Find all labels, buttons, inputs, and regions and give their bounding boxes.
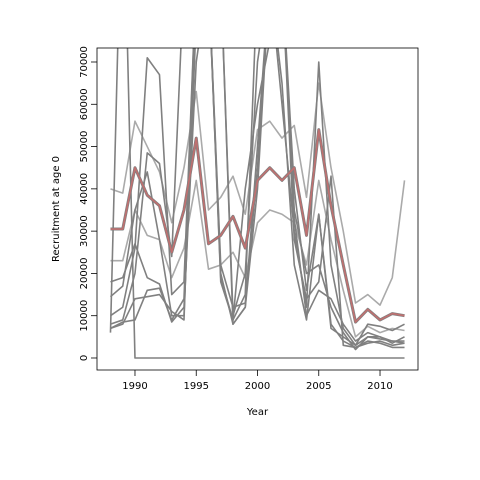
series-line bbox=[110, 179, 405, 338]
x-tick-label: 2005 bbox=[306, 381, 331, 392]
series-line bbox=[110, 48, 405, 349]
series-line bbox=[110, 48, 405, 347]
y-tick-label: 40000 bbox=[79, 173, 90, 205]
y-tick-label: 10000 bbox=[79, 300, 90, 332]
x-tick-label: 2010 bbox=[367, 381, 392, 392]
series-line bbox=[110, 82, 406, 306]
x-tick-label: 1990 bbox=[122, 381, 147, 392]
y-axis-label: Recruitment at age 0 bbox=[51, 156, 62, 262]
series-line bbox=[110, 48, 405, 351]
y-tick-label: 20000 bbox=[79, 258, 90, 290]
y-tick-label: 0 bbox=[79, 355, 90, 361]
x-tick-label: 2000 bbox=[245, 381, 270, 392]
y-tick-label: 50000 bbox=[79, 131, 90, 163]
y-tick-label: 30000 bbox=[79, 215, 90, 247]
series-line bbox=[109, 48, 405, 359]
series-line bbox=[110, 48, 405, 342]
plot-area bbox=[109, 48, 406, 359]
x-tick-label: 1995 bbox=[184, 381, 209, 392]
y-tick-label: 70000 bbox=[79, 46, 90, 78]
series-line bbox=[110, 128, 405, 323]
y-tick-label: 60000 bbox=[79, 88, 90, 120]
x-axis-label: Year bbox=[246, 407, 269, 418]
